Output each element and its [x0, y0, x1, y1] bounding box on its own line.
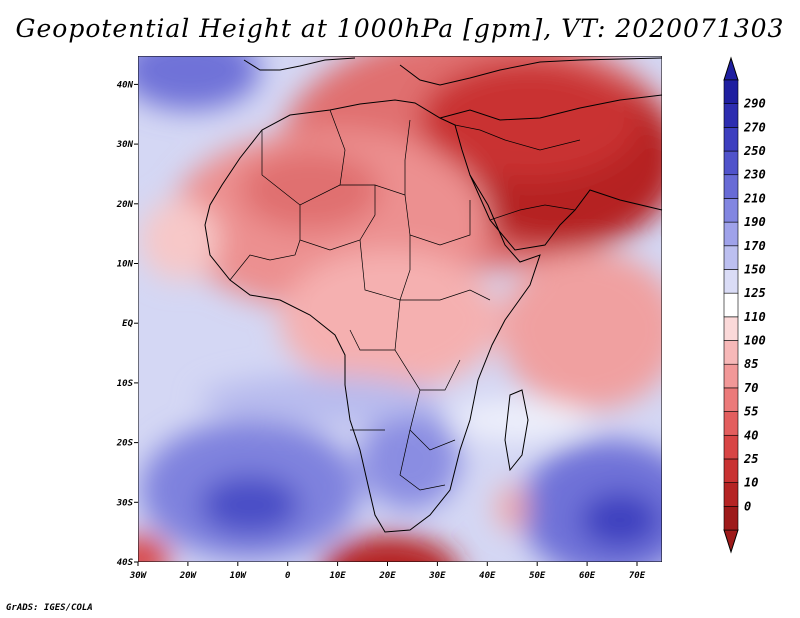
lat-tick-label: 30N	[116, 140, 134, 150]
lat-tick-label: EQ	[122, 319, 133, 329]
lat-tick-label: 10N	[117, 260, 134, 270]
lat-tick-label: 40S	[117, 558, 134, 568]
lat-tick-label: 10S	[117, 379, 134, 389]
lat-tick-label: 20N	[116, 200, 134, 210]
lon-tick-label: 20E	[378, 571, 396, 581]
country-borders	[229, 109, 581, 491]
lon-tick-label: 30W	[129, 571, 148, 581]
lat-tick-label: 40N	[117, 80, 134, 90]
map-title: Geopotential Height at 1000hPa [gpm], VT…	[15, 14, 785, 43]
coastlines	[204, 57, 663, 533]
lat-tick-label: 30S	[116, 498, 134, 508]
credit-label: GrADS: IGES/COLA	[6, 603, 93, 613]
lon-tick-label: 20W	[179, 571, 198, 581]
lon-tick-label: 40E	[479, 571, 496, 581]
lon-tick-label: 50E	[529, 571, 546, 581]
map-plot: 30W 20W 10W 0 10E 20E 30E 40E 50E 60E 70E 40S 30S 20S…	[116, 56, 663, 581]
lon-tick-label: 70E	[629, 571, 646, 581]
lon-tick-label: 0	[285, 571, 291, 581]
lon-tick-label: 60E	[579, 571, 596, 581]
lon-tick-label: 10W	[230, 571, 248, 581]
height-field	[138, 56, 662, 562]
lat-tick-label: 20S	[116, 439, 134, 449]
lon-tick-label: 10E	[329, 571, 346, 581]
lon-tick-label: 30E	[428, 571, 446, 581]
